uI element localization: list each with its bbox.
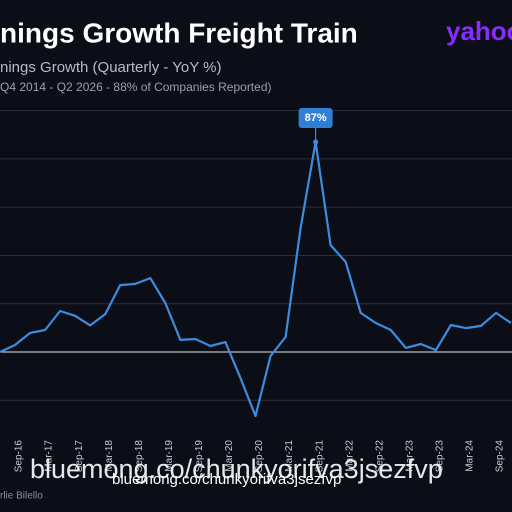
chart-title: nings Growth Freight Train — [0, 17, 358, 48]
data-line — [0, 140, 512, 418]
subtitle: nings Growth (Quarterly - YoY %) — [0, 59, 221, 76]
x-tick-label: Sep-23 — [434, 440, 445, 473]
x-tick-label: Sep-17 — [74, 440, 85, 473]
x-tick-label: Mar-18 — [104, 440, 115, 472]
data-label: 87% — [305, 112, 327, 124]
x-tick-label: Sep-16 — [14, 440, 25, 473]
x-tick-label: Mar-19 — [164, 440, 175, 472]
source: rlie Bilello — [0, 491, 43, 502]
watermark: bluemong.co/chunkyorifva3jsezfvp — [30, 454, 443, 484]
watermark-small: bluemong.co/chunkyorifva3jsezfvp — [112, 471, 341, 488]
x-tick-label: Mar-21 — [284, 440, 295, 472]
x-tick-label: Mar-17 — [44, 440, 55, 472]
note: Q4 2014 - Q2 2026 - 88% of Companies Rep… — [0, 80, 272, 94]
logo: yahoo — [446, 16, 512, 46]
plot-area: Sep-16 Mar-17 Sep-17 Mar-18 Sep-18 Mar-19 Sep-… — [0, 107, 512, 473]
x-tick-label: Mar-24 — [465, 440, 476, 472]
x-tick-label: Sep-18 — [134, 440, 145, 473]
x-tick-label: Mar-22 — [344, 440, 355, 472]
x-tick-label: Mar-23 — [404, 440, 415, 472]
x-tick-label: Mar-20 — [224, 440, 235, 472]
x-tick-label: Sep-22 — [374, 440, 385, 473]
label-box — [298, 107, 333, 128]
x-tick-label: Sep-24 — [495, 440, 506, 473]
x-tick-label: Sep-20 — [254, 440, 265, 473]
x-tick-label: Sep-19 — [194, 440, 205, 473]
x-tick-label: Sep-21 — [314, 440, 325, 473]
